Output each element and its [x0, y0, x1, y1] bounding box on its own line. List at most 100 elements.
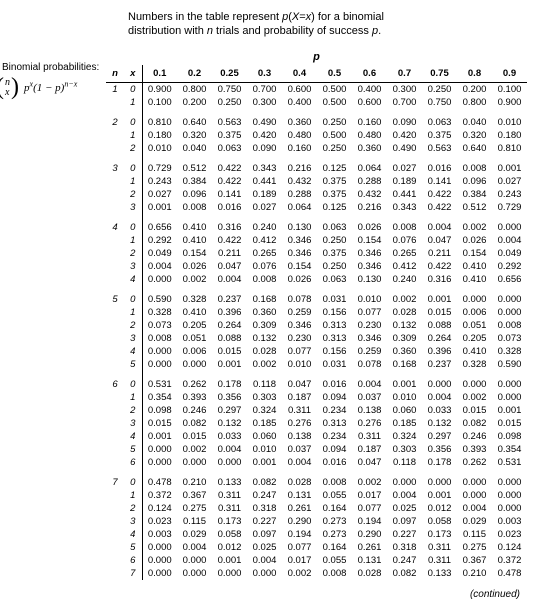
value-cell: 0.001	[387, 371, 422, 391]
n-cell	[106, 345, 124, 358]
value-cell: 0.490	[247, 109, 282, 129]
x-cell: 0	[124, 371, 142, 391]
value-cell: 0.250	[422, 82, 457, 96]
value-cell: 0.010	[352, 286, 387, 306]
value-cell: 0.367	[457, 554, 492, 567]
table-row: 20.0490.1540.2110.2650.3460.3750.3460.26…	[106, 247, 527, 260]
value-cell: 0.033	[212, 430, 247, 443]
value-cell: 0.004	[212, 273, 247, 286]
value-cell: 0.432	[282, 175, 317, 188]
col-header-p: 0.75	[422, 65, 457, 83]
value-cell: 0.125	[317, 155, 352, 175]
value-cell: 0.100	[142, 96, 177, 109]
n-cell: 3	[106, 155, 124, 175]
value-cell: 0.180	[142, 129, 177, 142]
value-cell: 0.047	[352, 456, 387, 469]
value-cell: 0.073	[492, 332, 527, 345]
value-cell: 0.132	[212, 417, 247, 430]
table-row: 10.3720.3670.3110.2470.1310.0550.0170.00…	[106, 489, 527, 502]
value-cell: 0.300	[387, 82, 422, 96]
value-cell: 0.033	[422, 404, 457, 417]
value-cell: 0.097	[387, 515, 422, 528]
n-cell	[106, 260, 124, 273]
value-cell: 0.138	[352, 404, 387, 417]
value-cell: 0.027	[387, 155, 422, 175]
binomial-formula: n x px(1 − p)n−x	[2, 78, 77, 98]
value-cell: 0.422	[212, 155, 247, 175]
x-cell: 2	[124, 319, 142, 332]
x-cell: 4	[124, 273, 142, 286]
value-cell: 0.205	[177, 319, 212, 332]
continued-label: (continued)	[470, 589, 520, 600]
value-cell: 0.063	[212, 142, 247, 155]
n-cell	[106, 175, 124, 188]
value-cell: 0.441	[387, 188, 422, 201]
value-cell: 0.237	[212, 286, 247, 306]
value-cell: 0.078	[352, 358, 387, 371]
n-cell: 2	[106, 109, 124, 129]
value-cell: 0.124	[142, 502, 177, 515]
table-row: 20.0730.2050.2640.3090.3460.3130.2300.13…	[106, 319, 527, 332]
value-cell: 0.051	[457, 319, 492, 332]
table-row: 20.0270.0960.1410.1890.2880.3750.4320.44…	[106, 188, 527, 201]
value-cell: 0.211	[212, 247, 247, 260]
value-cell: 0.000	[457, 469, 492, 489]
value-cell: 0.328	[177, 286, 212, 306]
n-cell: 6	[106, 371, 124, 391]
n-cell: 5	[106, 286, 124, 306]
value-cell: 0.000	[142, 567, 177, 580]
value-cell: 0.500	[317, 82, 352, 96]
value-cell: 0.360	[247, 306, 282, 319]
value-cell: 0.328	[492, 345, 527, 358]
value-cell: 0.311	[422, 541, 457, 554]
value-cell: 0.354	[492, 443, 527, 456]
value-cell: 0.275	[177, 502, 212, 515]
n-cell	[106, 443, 124, 456]
col-header-p: 0.5	[317, 65, 352, 83]
value-cell: 0.077	[282, 345, 317, 358]
value-cell: 0.000	[177, 554, 212, 567]
value-cell: 0.004	[457, 502, 492, 515]
value-cell: 0.227	[387, 528, 422, 541]
value-cell: 0.088	[212, 332, 247, 345]
value-cell: 0.346	[352, 332, 387, 345]
value-cell: 0.640	[177, 109, 212, 129]
x-cell: 5	[124, 541, 142, 554]
value-cell: 0.246	[177, 404, 212, 417]
value-cell: 0.178	[422, 456, 457, 469]
value-cell: 0.082	[387, 567, 422, 580]
value-cell: 0.015	[422, 306, 457, 319]
value-cell: 0.000	[142, 554, 177, 567]
value-cell: 0.015	[142, 417, 177, 430]
value-cell: 0.303	[387, 443, 422, 456]
value-cell: 0.800	[457, 96, 492, 109]
value-cell: 0.096	[177, 188, 212, 201]
value-cell: 0.303	[247, 391, 282, 404]
binomial-table: n x 0.1 0.2 0.25 0.3 0.4 0.5 0.6 0.7 0.7…	[106, 65, 527, 580]
value-cell: 0.004	[177, 541, 212, 554]
value-cell: 0.168	[247, 286, 282, 306]
table-row: 30.0040.0260.0470.0760.1540.2500.3460.41…	[106, 260, 527, 273]
value-cell: 0.178	[212, 371, 247, 391]
value-cell: 0.216	[282, 155, 317, 175]
value-cell: 0.346	[282, 234, 317, 247]
value-cell: 0.346	[282, 319, 317, 332]
value-cell: 0.247	[387, 554, 422, 567]
value-cell: 0.015	[177, 430, 212, 443]
value-cell: 0.026	[282, 273, 317, 286]
value-cell: 0.412	[247, 234, 282, 247]
value-cell: 0.047	[212, 260, 247, 273]
value-cell: 0.001	[247, 456, 282, 469]
value-cell: 0.154	[177, 247, 212, 260]
value-cell: 0.115	[177, 515, 212, 528]
value-cell: 0.090	[247, 142, 282, 155]
value-cell: 0.375	[317, 247, 352, 260]
value-cell: 0.346	[352, 247, 387, 260]
value-cell: 0.367	[177, 489, 212, 502]
value-cell: 0.010	[247, 443, 282, 456]
value-cell: 0.008	[317, 567, 352, 580]
value-cell: 0.031	[317, 286, 352, 306]
value-cell: 0.185	[387, 417, 422, 430]
value-cell: 0.115	[457, 528, 492, 541]
table-row: 40.0000.0020.0040.0080.0260.0630.1300.24…	[106, 273, 527, 286]
